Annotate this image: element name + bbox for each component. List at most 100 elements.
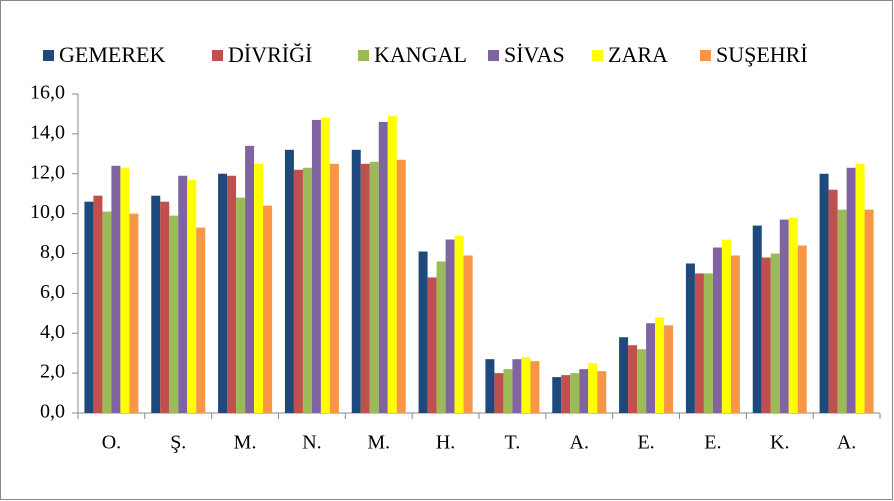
bar <box>828 189 838 413</box>
legend-label: ZARA <box>608 42 668 67</box>
legend-label: DİVRİĞİ <box>228 42 312 67</box>
x-tick-label: O. <box>102 432 121 454</box>
bar <box>111 165 121 413</box>
bar <box>187 179 197 413</box>
bar <box>436 261 446 413</box>
legend-swatch <box>592 50 603 61</box>
bar <box>752 225 762 413</box>
bar <box>254 163 264 413</box>
bar <box>730 255 740 413</box>
bar <box>320 117 330 414</box>
bar <box>628 345 638 413</box>
bar <box>694 273 704 413</box>
x-tick-label: H. <box>436 432 455 454</box>
bar <box>169 215 179 413</box>
bar <box>521 357 531 413</box>
bar <box>160 201 170 413</box>
x-tick-label: E. <box>704 432 721 454</box>
bar <box>655 317 665 413</box>
bar <box>263 205 273 413</box>
bar <box>311 119 321 413</box>
bar <box>196 227 206 413</box>
bar <box>329 163 339 413</box>
y-tick-label: 16,0 <box>30 82 65 104</box>
legend-swatch <box>700 50 711 61</box>
bar <box>530 361 540 413</box>
bar <box>619 337 629 413</box>
legend-label: GEMEREK <box>59 42 165 67</box>
bar <box>837 209 847 413</box>
legend-swatch <box>358 50 369 61</box>
bar <box>245 145 255 413</box>
bar <box>129 213 139 413</box>
bar <box>351 149 361 413</box>
bar <box>236 197 246 413</box>
bar <box>646 323 656 413</box>
bar <box>503 369 513 413</box>
bar <box>418 251 428 413</box>
x-tick-label: E. <box>637 432 654 454</box>
legend-label: KANGAL <box>374 42 467 67</box>
bar <box>387 115 397 414</box>
bar <box>378 121 388 413</box>
legend-swatch <box>43 50 54 61</box>
legend-label: SUŞEHRİ <box>716 42 808 67</box>
y-tick-label: 10,0 <box>30 201 65 223</box>
bar <box>552 377 562 413</box>
bar <box>819 173 829 413</box>
x-tick-label: K. <box>770 432 789 454</box>
y-tick-label: 12,0 <box>30 161 65 183</box>
bar <box>120 167 130 413</box>
bar <box>396 159 406 413</box>
y-tick-label: 2,0 <box>40 361 65 383</box>
bar <box>178 175 188 413</box>
legend-swatch <box>488 50 499 61</box>
legend-label: SİVAS <box>504 42 565 67</box>
bar <box>494 373 504 413</box>
x-tick-label: M. <box>367 432 390 454</box>
bar <box>463 255 473 413</box>
bar <box>454 235 464 413</box>
bar <box>151 195 161 413</box>
y-tick-label: 0,0 <box>40 401 65 423</box>
bar <box>779 219 789 413</box>
bar <box>84 201 94 413</box>
bar <box>770 253 780 413</box>
bar <box>579 369 589 413</box>
bar <box>864 209 874 413</box>
y-tick-label: 8,0 <box>40 241 65 263</box>
bar <box>512 359 522 413</box>
y-tick-label: 4,0 <box>40 321 65 343</box>
bar <box>703 273 713 413</box>
bar <box>712 247 722 413</box>
x-tick-label: Ş. <box>170 432 186 454</box>
bar <box>761 257 771 413</box>
bar <box>685 263 695 413</box>
bar <box>561 375 571 413</box>
bar <box>788 217 798 413</box>
bar <box>284 149 294 413</box>
bar <box>797 245 807 413</box>
bar <box>485 359 495 413</box>
x-tick-label: A. <box>570 432 589 454</box>
bar <box>218 173 228 413</box>
bar <box>302 167 312 413</box>
bar <box>855 163 865 413</box>
bar <box>588 363 598 413</box>
bar <box>846 167 856 413</box>
x-tick-label: N. <box>302 432 321 454</box>
bar <box>293 169 303 413</box>
x-tick-label: A. <box>837 432 856 454</box>
bar <box>445 239 455 413</box>
bar <box>369 161 379 413</box>
y-tick-label: 14,0 <box>30 121 65 143</box>
x-tick-label: T. <box>505 432 521 454</box>
bar <box>360 163 370 413</box>
bar <box>427 277 437 413</box>
bar <box>664 325 674 413</box>
bar <box>227 175 237 413</box>
y-tick-label: 6,0 <box>40 281 65 303</box>
bar <box>721 239 731 413</box>
